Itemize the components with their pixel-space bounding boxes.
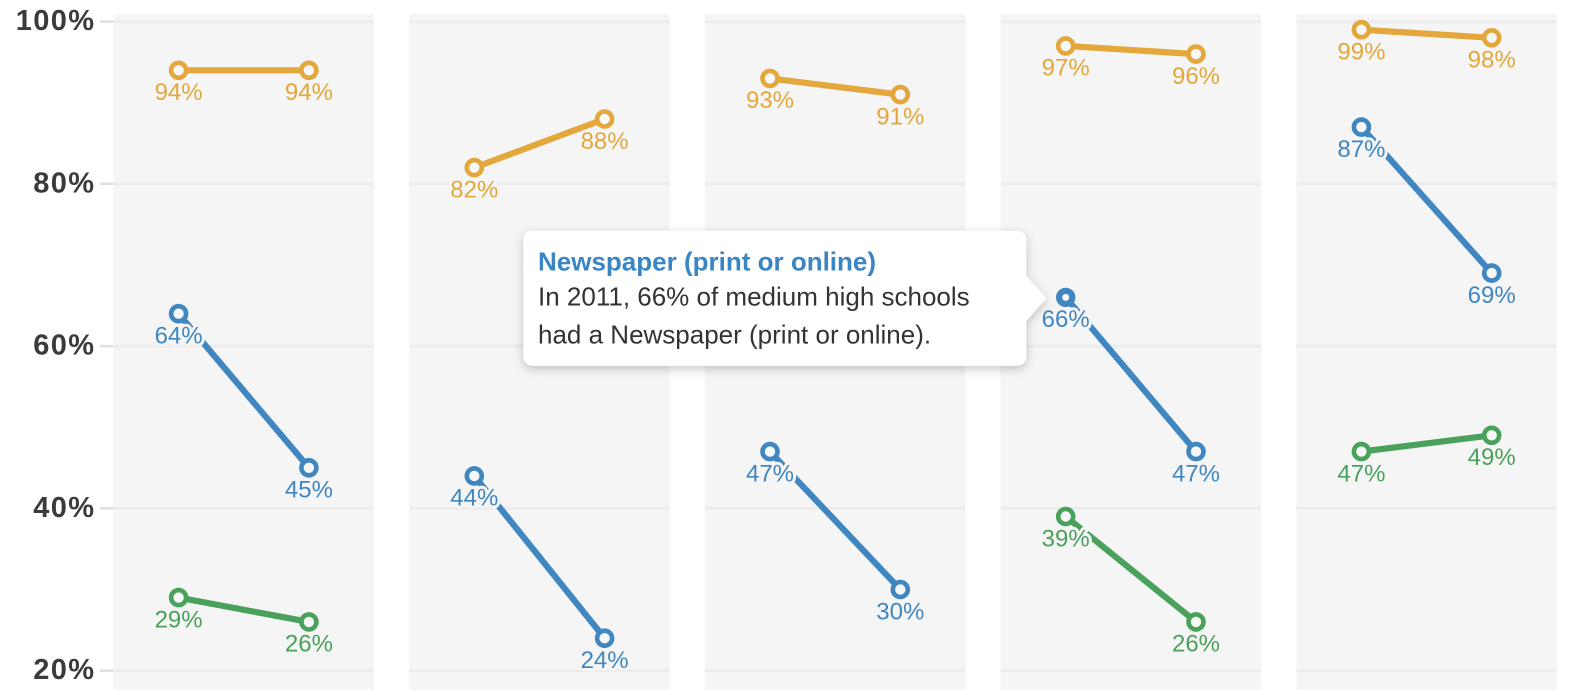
svg-text:66%: 66% bbox=[1042, 306, 1090, 333]
svg-text:99%: 99% bbox=[1337, 39, 1385, 66]
svg-text:44%: 44% bbox=[450, 485, 498, 512]
svg-text:87%: 87% bbox=[1337, 136, 1385, 163]
svg-text:20%: 20% bbox=[33, 654, 95, 686]
svg-text:45%: 45% bbox=[285, 477, 333, 504]
svg-text:26%: 26% bbox=[1172, 631, 1220, 658]
svg-text:Newspaper (print or online): Newspaper (print or online) bbox=[538, 247, 876, 277]
svg-text:97%: 97% bbox=[1042, 55, 1090, 82]
svg-text:39%: 39% bbox=[1042, 525, 1090, 552]
svg-text:24%: 24% bbox=[581, 647, 629, 674]
svg-text:69%: 69% bbox=[1468, 282, 1516, 309]
svg-text:30%: 30% bbox=[876, 598, 924, 625]
svg-text:91%: 91% bbox=[876, 103, 924, 130]
svg-text:96%: 96% bbox=[1172, 63, 1220, 90]
svg-text:47%: 47% bbox=[1337, 460, 1385, 487]
svg-text:64%: 64% bbox=[155, 323, 203, 350]
svg-text:47%: 47% bbox=[1172, 460, 1220, 487]
svg-text:26%: 26% bbox=[285, 631, 333, 658]
svg-text:In 2011, 66% of medium high sc: In 2011, 66% of medium high schools bbox=[538, 282, 970, 312]
svg-text:98%: 98% bbox=[1468, 47, 1516, 74]
svg-text:100%: 100% bbox=[16, 5, 96, 37]
svg-text:47%: 47% bbox=[746, 460, 794, 487]
svg-text:88%: 88% bbox=[581, 128, 629, 155]
svg-text:94%: 94% bbox=[285, 79, 333, 106]
svg-text:40%: 40% bbox=[33, 492, 95, 524]
svg-text:60%: 60% bbox=[33, 330, 95, 362]
svg-text:29%: 29% bbox=[155, 606, 203, 633]
svg-text:93%: 93% bbox=[746, 87, 794, 114]
svg-text:had a Newspaper (print or onli: had a Newspaper (print or online). bbox=[538, 320, 931, 350]
svg-text:82%: 82% bbox=[450, 176, 498, 203]
svg-text:80%: 80% bbox=[33, 167, 95, 199]
svg-text:49%: 49% bbox=[1468, 444, 1516, 471]
svg-text:94%: 94% bbox=[155, 79, 203, 106]
